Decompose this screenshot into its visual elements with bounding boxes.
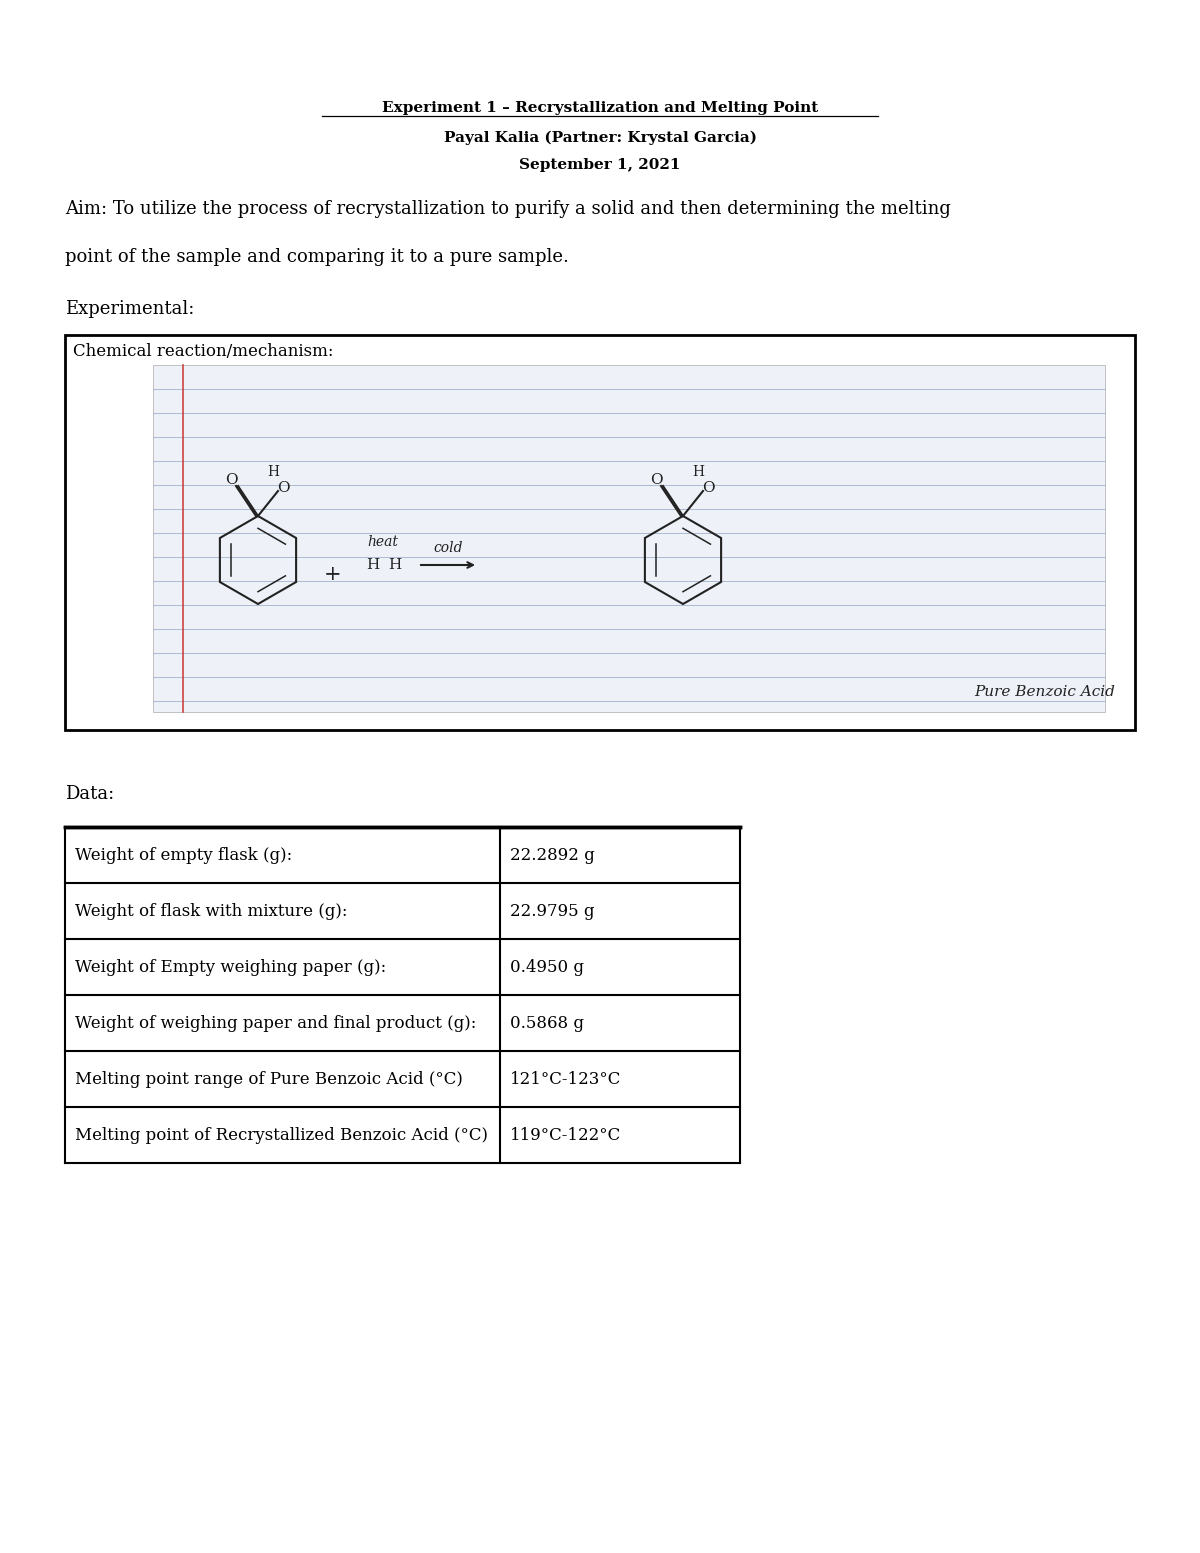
Text: Data:: Data: — [65, 784, 114, 803]
Text: Melting point range of Pure Benzoic Acid (°C): Melting point range of Pure Benzoic Acid… — [74, 1070, 463, 1087]
Text: Experimental:: Experimental: — [65, 300, 194, 318]
Text: Experiment 1 – Recrystallization and Melting Point: Experiment 1 – Recrystallization and Mel… — [382, 101, 818, 115]
Text: 0.4950 g: 0.4950 g — [510, 958, 584, 975]
Text: Weight of empty flask (g):: Weight of empty flask (g): — [74, 846, 293, 863]
Text: O: O — [649, 474, 662, 488]
Text: 22.9795 g: 22.9795 g — [510, 902, 594, 919]
Text: September 1, 2021: September 1, 2021 — [520, 158, 680, 172]
Text: Weight of Empty weighing paper (g):: Weight of Empty weighing paper (g): — [74, 958, 386, 975]
Text: Weight of weighing paper and final product (g):: Weight of weighing paper and final produ… — [74, 1014, 476, 1031]
Text: Chemical reaction/mechanism:: Chemical reaction/mechanism: — [73, 343, 334, 360]
Text: 119°C-122°C: 119°C-122°C — [510, 1126, 622, 1143]
Text: 121°C-123°C: 121°C-123°C — [510, 1070, 622, 1087]
Text: H: H — [266, 464, 278, 478]
Text: point of the sample and comparing it to a pure sample.: point of the sample and comparing it to … — [65, 248, 569, 266]
Text: O: O — [702, 481, 714, 495]
Text: +: + — [324, 565, 342, 584]
Text: heat: heat — [367, 534, 398, 550]
Text: Melting point of Recrystallized Benzoic Acid (°C): Melting point of Recrystallized Benzoic … — [74, 1126, 488, 1143]
Text: 0.5868 g: 0.5868 g — [510, 1014, 584, 1031]
Text: 22.2892 g: 22.2892 g — [510, 846, 595, 863]
Text: O: O — [277, 481, 289, 495]
Text: cold: cold — [433, 540, 463, 554]
Text: Pure Benzoic Acid: Pure Benzoic Acid — [974, 685, 1116, 699]
Text: H: H — [389, 558, 402, 572]
Text: Aim: To utilize the process of recrystallization to purify a solid and then dete: Aim: To utilize the process of recrystal… — [65, 200, 950, 217]
Text: H: H — [366, 558, 379, 572]
Text: Weight of flask with mixture (g):: Weight of flask with mixture (g): — [74, 902, 348, 919]
Bar — [65, 335, 1135, 730]
Text: Payal Kalia (Partner: Krystal Garcia): Payal Kalia (Partner: Krystal Garcia) — [444, 130, 756, 144]
Text: O: O — [224, 474, 238, 488]
Text: H: H — [692, 464, 704, 478]
Bar — [154, 365, 1105, 711]
